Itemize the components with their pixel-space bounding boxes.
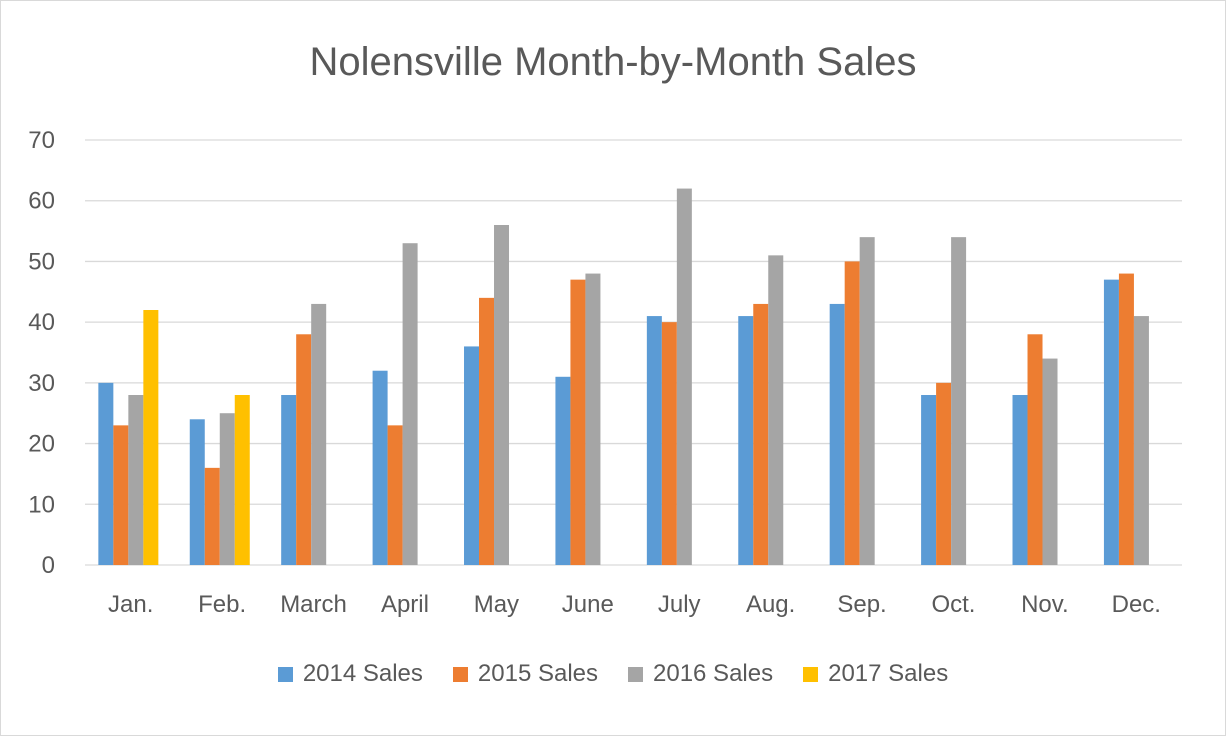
- y-tick-label: 40: [28, 309, 55, 336]
- y-tick-label: 10: [28, 491, 55, 518]
- bar-2016-sales: [1133, 316, 1149, 565]
- x-tick-label: June: [562, 591, 614, 618]
- legend-swatch: [628, 666, 643, 682]
- x-tick-label: Oct.: [931, 591, 975, 618]
- bar-2014-sales: [646, 316, 662, 565]
- bar-2014-sales: [555, 376, 571, 565]
- legend-item: 2015 Sales: [452, 660, 598, 688]
- y-tick-label: 50: [28, 248, 55, 275]
- bar-2015-sales: [936, 382, 952, 565]
- bar-2015-sales: [1027, 334, 1043, 565]
- bar-2014-sales: [189, 419, 205, 565]
- bar-2014-sales: [98, 382, 114, 565]
- bar-2015-sales: [296, 334, 312, 565]
- bar-2016-sales: [585, 273, 601, 565]
- legend-label: 2015 Sales: [477, 660, 598, 687]
- y-tick-label: 20: [28, 431, 55, 458]
- bar-2016-sales: [311, 303, 327, 565]
- y-tick-label: 0: [42, 552, 55, 579]
- x-tick-label: Dec.: [1112, 591, 1161, 618]
- legend-swatch: [277, 666, 293, 682]
- bar-2014-sales: [1012, 395, 1028, 565]
- bar-2017-sales: [143, 310, 159, 565]
- bar-2014-sales: [921, 395, 937, 565]
- bar-2014-sales: [281, 395, 297, 565]
- bar-2014-sales: [464, 346, 480, 565]
- bar-2015-sales: [844, 261, 860, 565]
- x-tick-label: May: [474, 591, 519, 618]
- bar-2016-sales: [768, 255, 784, 565]
- legend-item: 2014 Sales: [277, 660, 423, 688]
- legend-swatch: [803, 666, 819, 682]
- bar-2016-sales: [128, 395, 144, 565]
- bar-2017-sales: [234, 395, 250, 565]
- x-tick-label: July: [658, 591, 701, 618]
- bar-2014-sales: [738, 316, 754, 565]
- y-tick-label: 70: [28, 127, 55, 154]
- y-tick-label: 30: [28, 370, 55, 397]
- bar-2015-sales: [204, 467, 220, 565]
- bar-2015-sales: [1118, 273, 1134, 565]
- bar-2014-sales: [829, 303, 845, 565]
- bar-2015-sales: [387, 425, 403, 565]
- x-tick-label: Sep.: [837, 591, 886, 618]
- legend-item: 2017 Sales: [803, 660, 948, 688]
- bar-2016-sales: [219, 413, 235, 565]
- legend-item: 2016 Sales: [628, 660, 773, 688]
- x-tick-label: Feb.: [198, 591, 246, 618]
- bar-2015-sales: [479, 297, 495, 565]
- bar-2016-sales: [951, 237, 967, 565]
- legend-label: 2017 Sales: [828, 660, 949, 687]
- x-tick-label: Nov.: [1021, 591, 1069, 618]
- bar-2014-sales: [1103, 279, 1119, 565]
- bar-2015-sales: [113, 425, 129, 565]
- bar-2015-sales: [570, 279, 586, 565]
- x-tick-label: Jan.: [108, 591, 153, 618]
- x-tick-label: April: [381, 591, 429, 618]
- chart-title: Nolensville Month-by-Month Sales: [309, 40, 917, 84]
- chart-legend: 2014 Sales 2015 Sales 2016 Sales 2017 Sales: [0, 660, 1226, 688]
- bar-2016-sales: [1042, 358, 1058, 565]
- legend-swatch: [452, 666, 468, 682]
- legend-label: 2016 Sales: [653, 660, 774, 687]
- bar-2015-sales: [661, 322, 677, 565]
- bar-2016-sales: [494, 225, 510, 565]
- x-tick-label: March: [280, 591, 347, 618]
- x-tick-label: Aug.: [746, 591, 795, 618]
- bar-2016-sales: [676, 188, 692, 566]
- y-tick-label: 60: [28, 188, 55, 215]
- bar-2016-sales: [402, 243, 418, 565]
- bar-2016-sales: [859, 237, 875, 565]
- legend-label: 2014 Sales: [302, 660, 423, 687]
- bar-2014-sales: [372, 370, 388, 565]
- bar-2015-sales: [753, 303, 769, 565]
